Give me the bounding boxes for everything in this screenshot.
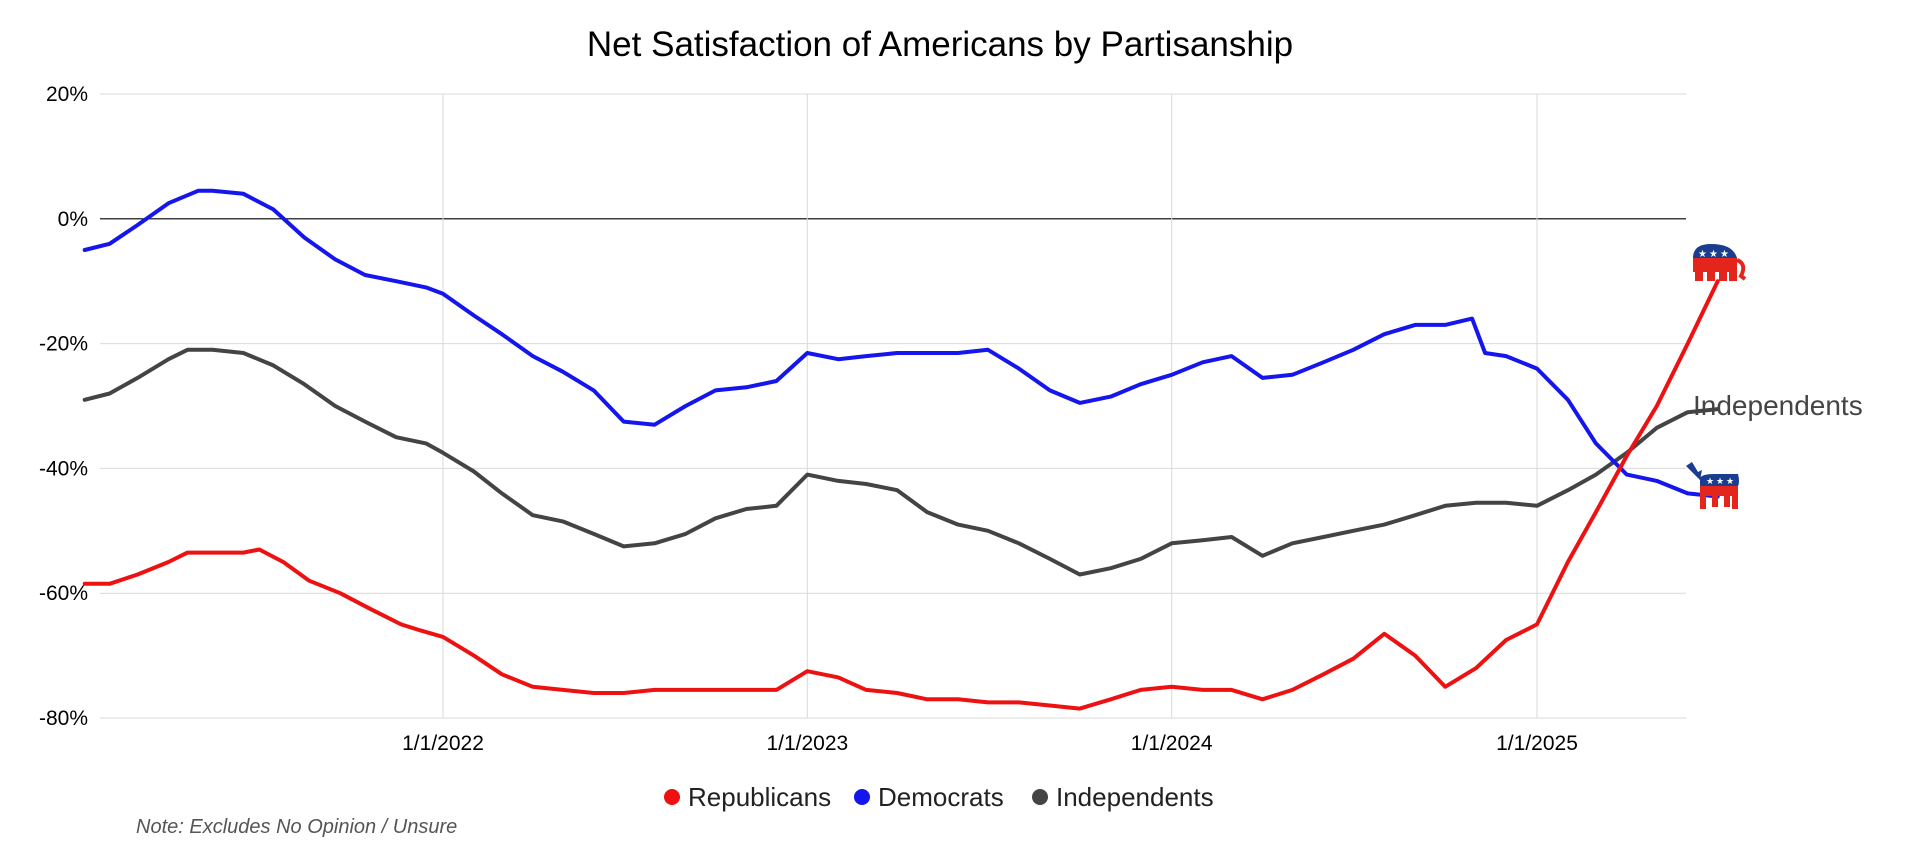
legend-marker xyxy=(1032,789,1048,805)
y-tick-label: -20% xyxy=(39,333,88,356)
legend-marker xyxy=(854,789,870,805)
x-tick-label: 1/1/2024 xyxy=(1131,732,1213,755)
gridlines xyxy=(100,93,1686,719)
svg-text:★: ★ xyxy=(1716,476,1724,486)
y-axis-ticks: 20% 0% -20% -40% -60% -80% xyxy=(39,83,88,730)
svg-text:★: ★ xyxy=(1726,476,1734,486)
legend-item-republicans: Republicans xyxy=(664,782,831,812)
series-line-democrats xyxy=(82,188,1720,499)
democrat-donkey-icon: ★ ★ ★ xyxy=(1686,462,1739,509)
series-lines xyxy=(82,188,1720,711)
legend-item-independents: Independents xyxy=(1032,782,1214,812)
y-tick-label: -80% xyxy=(39,707,88,730)
series-line-republicans xyxy=(82,279,1720,711)
svg-text:★: ★ xyxy=(1709,249,1718,260)
x-axis-ticks: 1/1/2022 1/1/2023 1/1/2024 1/1/2025 xyxy=(402,732,1578,755)
legend-label: Independents xyxy=(1056,782,1214,812)
legend: Republicans Democrats Independents xyxy=(664,782,1214,812)
series-line-independents xyxy=(82,347,1720,577)
legend-label: Democrats xyxy=(878,782,1004,812)
svg-text:★: ★ xyxy=(1698,249,1707,260)
y-tick-label: 20% xyxy=(46,83,88,106)
legend-marker xyxy=(664,789,680,805)
y-tick-label: 0% xyxy=(58,208,88,231)
y-tick-label: -60% xyxy=(39,582,88,605)
legend-label: Republicans xyxy=(688,782,831,812)
footnote: Note: Excludes No Opinion / Unsure xyxy=(136,816,457,838)
x-tick-label: 1/1/2023 xyxy=(766,732,848,755)
chart-title: Net Satisfaction of Americans by Partisa… xyxy=(587,25,1293,64)
x-tick-label: 1/1/2025 xyxy=(1496,732,1578,755)
legend-item-democrats: Democrats xyxy=(854,782,1004,812)
svg-text:★: ★ xyxy=(1720,249,1729,260)
svg-text:★: ★ xyxy=(1706,476,1714,486)
independents-end-label: Independents xyxy=(1693,390,1863,421)
republican-elephant-icon: ★ ★ ★ xyxy=(1693,244,1747,281)
y-tick-label: -40% xyxy=(39,457,88,480)
x-tick-label: 1/1/2022 xyxy=(402,732,484,755)
